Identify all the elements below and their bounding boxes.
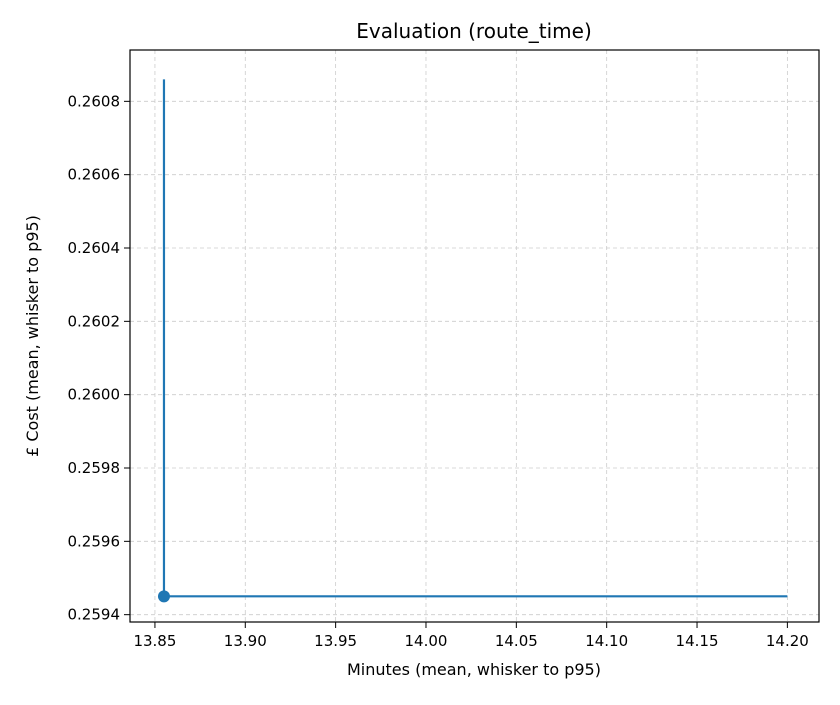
y-tick-label: 0.2600 — [68, 386, 121, 404]
x-tick-label: 14.20 — [766, 632, 809, 650]
x-tick-label: 14.15 — [676, 632, 719, 650]
x-tick-label: 13.85 — [133, 632, 176, 650]
x-tick-label: 14.10 — [585, 632, 628, 650]
x-tick-label: 13.90 — [224, 632, 267, 650]
y-tick-label: 0.2596 — [68, 532, 121, 550]
x-axis-label: Minutes (mean, whisker to p95) — [347, 660, 601, 679]
grid-layer — [130, 50, 819, 622]
y-tick-label: 0.2594 — [68, 606, 121, 624]
x-tick-label: 13.95 — [314, 632, 357, 650]
mean-point — [157, 590, 170, 603]
y-tick-label: 0.2608 — [68, 92, 121, 110]
y-tick-label: 0.2598 — [68, 459, 121, 477]
y-tick-label: 0.2606 — [68, 166, 121, 184]
y-tick-label: 0.2602 — [68, 312, 121, 330]
y-tick-label: 0.2604 — [68, 239, 121, 257]
plot-area-frame — [129, 49, 820, 623]
data-layer — [157, 79, 788, 603]
x-tick-label: 14.00 — [405, 632, 448, 650]
y-axis-label: £ Cost (mean, whisker to p95) — [23, 215, 42, 457]
chart-title: Evaluation (route_time) — [356, 19, 592, 43]
tick-layer: 13.85 13.90 13.95 14.00 14.05 14.10 14.15 14.20… — [68, 92, 809, 650]
x-tick-label: 14.05 — [495, 632, 538, 650]
